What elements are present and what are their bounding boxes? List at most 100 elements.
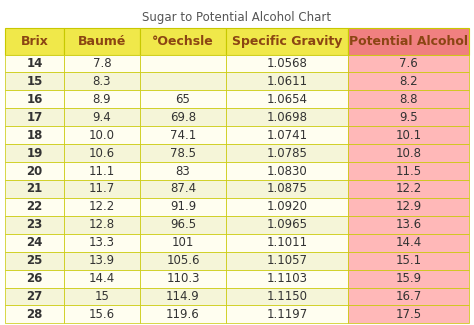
Text: Specific Gravity: Specific Gravity xyxy=(232,34,342,47)
Text: 13.9: 13.9 xyxy=(89,254,115,267)
Bar xyxy=(348,162,469,180)
Bar xyxy=(5,72,64,90)
Text: 7.8: 7.8 xyxy=(92,57,111,70)
Text: 15.1: 15.1 xyxy=(395,254,421,267)
Text: 11.1: 11.1 xyxy=(89,164,115,177)
Text: Potential Alcohol: Potential Alcohol xyxy=(349,34,468,47)
Text: 8.8: 8.8 xyxy=(399,93,418,106)
Bar xyxy=(226,162,348,180)
Bar xyxy=(140,28,226,55)
Bar xyxy=(140,216,226,234)
Bar xyxy=(348,126,469,144)
Bar xyxy=(5,108,64,126)
Bar xyxy=(226,234,348,252)
Bar xyxy=(64,162,140,180)
Bar xyxy=(5,270,64,288)
Bar xyxy=(348,108,469,126)
Text: 10.0: 10.0 xyxy=(89,129,115,142)
Bar xyxy=(348,198,469,216)
Bar xyxy=(5,198,64,216)
Bar xyxy=(64,216,140,234)
Bar xyxy=(226,270,348,288)
Bar xyxy=(64,198,140,216)
Bar xyxy=(226,288,348,306)
Text: 105.6: 105.6 xyxy=(166,254,200,267)
Bar xyxy=(64,55,140,72)
Text: 11.7: 11.7 xyxy=(89,182,115,195)
Text: 8.3: 8.3 xyxy=(93,75,111,88)
Bar xyxy=(348,216,469,234)
Text: 14.4: 14.4 xyxy=(89,272,115,285)
Bar xyxy=(64,288,140,306)
Text: 1.0741: 1.0741 xyxy=(266,129,308,142)
Bar xyxy=(226,55,348,72)
Text: 20: 20 xyxy=(27,164,43,177)
Text: 91.9: 91.9 xyxy=(170,201,196,214)
Text: 1.0611: 1.0611 xyxy=(266,75,308,88)
Text: 12.2: 12.2 xyxy=(395,182,421,195)
Text: 8.9: 8.9 xyxy=(92,93,111,106)
Text: 12.2: 12.2 xyxy=(89,201,115,214)
Text: 16.7: 16.7 xyxy=(395,290,421,303)
Bar xyxy=(348,270,469,288)
Bar xyxy=(140,108,226,126)
Text: 96.5: 96.5 xyxy=(170,218,196,231)
Bar xyxy=(64,90,140,108)
Bar xyxy=(140,234,226,252)
Bar xyxy=(140,72,226,90)
Bar xyxy=(5,180,64,198)
Text: Baumé: Baumé xyxy=(78,34,126,47)
Bar xyxy=(348,55,469,72)
Text: 19: 19 xyxy=(26,147,43,160)
Bar xyxy=(140,55,226,72)
Bar xyxy=(5,306,64,323)
Text: 1.1197: 1.1197 xyxy=(266,308,308,321)
Text: 22: 22 xyxy=(27,201,43,214)
Bar xyxy=(226,72,348,90)
Text: 110.3: 110.3 xyxy=(166,272,200,285)
Bar xyxy=(348,306,469,323)
Text: 1.0875: 1.0875 xyxy=(266,182,308,195)
Bar xyxy=(5,162,64,180)
Text: 17: 17 xyxy=(27,111,43,124)
Bar xyxy=(5,234,64,252)
Bar xyxy=(226,144,348,162)
Text: 119.6: 119.6 xyxy=(166,308,200,321)
Text: 1.1011: 1.1011 xyxy=(266,236,308,249)
Text: 10.6: 10.6 xyxy=(89,147,115,160)
Text: °Oechsle: °Oechsle xyxy=(152,34,214,47)
Text: 12.9: 12.9 xyxy=(395,201,421,214)
Bar xyxy=(140,288,226,306)
Text: 1.1103: 1.1103 xyxy=(266,272,308,285)
Bar xyxy=(140,144,226,162)
Bar xyxy=(5,126,64,144)
Bar xyxy=(140,162,226,180)
Bar xyxy=(64,144,140,162)
Bar xyxy=(348,180,469,198)
Text: 21: 21 xyxy=(27,182,43,195)
Text: 1.1150: 1.1150 xyxy=(266,290,308,303)
Bar xyxy=(5,252,64,270)
Bar xyxy=(64,108,140,126)
Bar xyxy=(140,180,226,198)
Text: 1.0568: 1.0568 xyxy=(266,57,308,70)
Text: 10.8: 10.8 xyxy=(395,147,421,160)
Text: 1.0785: 1.0785 xyxy=(266,147,308,160)
Text: 83: 83 xyxy=(175,164,191,177)
Text: 15: 15 xyxy=(26,75,43,88)
Bar xyxy=(140,126,226,144)
Text: 65: 65 xyxy=(175,93,191,106)
Text: 14.4: 14.4 xyxy=(395,236,421,249)
Text: 15.6: 15.6 xyxy=(89,308,115,321)
Bar xyxy=(140,270,226,288)
Text: 24: 24 xyxy=(26,236,43,249)
Bar xyxy=(5,216,64,234)
Bar xyxy=(226,180,348,198)
Text: 1.0654: 1.0654 xyxy=(266,93,308,106)
Text: 1.0830: 1.0830 xyxy=(266,164,307,177)
Bar xyxy=(226,126,348,144)
Bar xyxy=(348,288,469,306)
Text: 26: 26 xyxy=(26,272,43,285)
Text: 1.0965: 1.0965 xyxy=(266,218,308,231)
Bar xyxy=(64,270,140,288)
